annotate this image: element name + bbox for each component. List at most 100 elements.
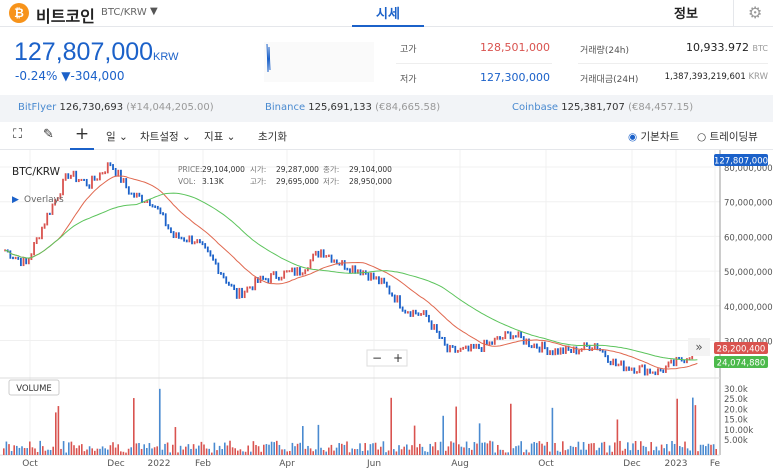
candle xyxy=(612,358,615,366)
candle xyxy=(525,338,528,345)
volume-bar xyxy=(10,451,13,455)
ohlc-info: 저가: xyxy=(323,177,339,186)
volume-bar xyxy=(486,443,489,455)
candle xyxy=(672,359,675,367)
volume-bar xyxy=(478,423,481,455)
volume-bar xyxy=(400,449,403,455)
volume-bar xyxy=(205,448,208,455)
volume-bar xyxy=(338,443,340,455)
low-value: 127,300,000 xyxy=(480,71,550,84)
candle xyxy=(409,311,412,317)
volume-bar xyxy=(127,448,130,455)
candle xyxy=(19,257,22,267)
volume-bar xyxy=(55,412,57,455)
volume-bar xyxy=(468,448,470,455)
candle xyxy=(146,199,149,203)
volume-bar xyxy=(525,449,528,455)
candle xyxy=(501,337,504,340)
volume-bar xyxy=(151,448,153,455)
candle xyxy=(541,341,544,353)
volume-bar xyxy=(658,450,660,455)
volume-bar xyxy=(101,446,104,455)
volume-bar xyxy=(481,442,483,455)
price-chart[interactable]: 80,000,000 70,000,000 60,000,000 50,000,000… xyxy=(0,150,773,475)
exchange-binance[interactable]: Binance 125,691,133 (€84,665.58) xyxy=(265,102,441,113)
ohlc-info: 시가: xyxy=(250,165,266,174)
volume-label-box xyxy=(8,379,60,396)
candle xyxy=(667,361,670,368)
volume-bar xyxy=(309,448,312,455)
candle xyxy=(422,310,425,316)
candle xyxy=(380,277,383,285)
bitcoin-icon: ₿ xyxy=(9,3,29,23)
candle xyxy=(159,207,162,215)
volume-bar xyxy=(377,449,379,455)
volume-bar xyxy=(434,442,437,455)
volume-bar xyxy=(159,388,161,455)
zoom-controls xyxy=(366,349,408,367)
candle xyxy=(354,265,357,274)
exchange-bitflyer[interactable]: BitFlyer 126,730,693 (¥14,044,205.00) xyxy=(18,102,214,113)
volume-bar xyxy=(590,443,593,455)
candle xyxy=(230,283,233,287)
volume-bar xyxy=(73,445,75,455)
volume-bar xyxy=(221,449,223,455)
pencil-icon[interactable]: ✎ xyxy=(43,127,54,142)
volume-tick-label: 30.0k xyxy=(724,385,748,395)
indicators-dropdown[interactable]: 지표 ⌄ xyxy=(204,131,236,143)
high-label: 고가 xyxy=(400,45,417,55)
period-dropdown[interactable]: 일 ⌄ xyxy=(106,131,128,143)
volume-bar xyxy=(341,443,343,455)
candle xyxy=(651,371,654,374)
volume-bar xyxy=(676,398,678,455)
candle xyxy=(285,270,288,273)
volume-tick-label: 15.0k xyxy=(724,416,748,426)
tab-info[interactable]: 정보 xyxy=(674,7,698,22)
candle xyxy=(43,223,46,229)
candle xyxy=(62,178,64,196)
volume-bar xyxy=(614,442,616,455)
candle xyxy=(462,346,465,350)
coin-dropdown-icon[interactable]: ▼ xyxy=(150,6,158,17)
volume-bar xyxy=(361,450,364,455)
candle xyxy=(628,366,630,371)
volume-bar xyxy=(177,452,179,455)
ohlc-info: 29,695,000 xyxy=(276,177,319,186)
candle xyxy=(575,346,578,355)
current-price-tag-bg xyxy=(714,154,768,166)
candle xyxy=(546,347,549,356)
volume-bar xyxy=(421,446,424,455)
candle xyxy=(530,345,533,349)
volume-bar xyxy=(65,452,67,455)
crosshair-icon[interactable]: + xyxy=(70,124,94,150)
volume-bar xyxy=(70,441,73,455)
volume-bar xyxy=(549,451,551,455)
tab-price[interactable]: 시세 xyxy=(352,3,424,27)
candle xyxy=(638,365,641,374)
candle xyxy=(225,276,228,284)
double-chevron-right-icon: » xyxy=(695,340,702,354)
volume-bar xyxy=(174,427,177,455)
candle xyxy=(451,345,454,348)
exchange-bar: BitFlyer 126,730,693 (¥14,044,205.00) Bi… xyxy=(0,95,773,122)
volume-bar xyxy=(39,440,41,455)
candle xyxy=(114,167,117,177)
exchange-coinbase[interactable]: Coinbase 125,381,707 (€84,457.15) xyxy=(512,102,694,113)
candle xyxy=(391,292,393,297)
basic-chart-radio[interactable]: ◉ 기본차트 xyxy=(628,131,680,143)
overlays-toggle: Overlays xyxy=(24,195,64,205)
volume-bar xyxy=(369,444,372,455)
fullscreen-icon[interactable]: ⛶ xyxy=(13,127,23,142)
candle xyxy=(309,259,312,270)
volume-bar xyxy=(330,444,333,455)
volume-bar xyxy=(616,419,619,455)
chart-settings-dropdown[interactable]: 차트설정 ⌄ xyxy=(140,131,191,143)
candle xyxy=(662,369,665,373)
reset-button[interactable]: 초기화 xyxy=(258,131,287,143)
tradingview-radio[interactable]: ○ 트레이딩뷰 xyxy=(697,131,758,143)
candle xyxy=(567,345,570,351)
volume-bar xyxy=(403,446,405,455)
candle xyxy=(393,294,396,303)
gear-icon[interactable]: ⚙ xyxy=(748,3,763,22)
volume-bar xyxy=(156,446,158,455)
